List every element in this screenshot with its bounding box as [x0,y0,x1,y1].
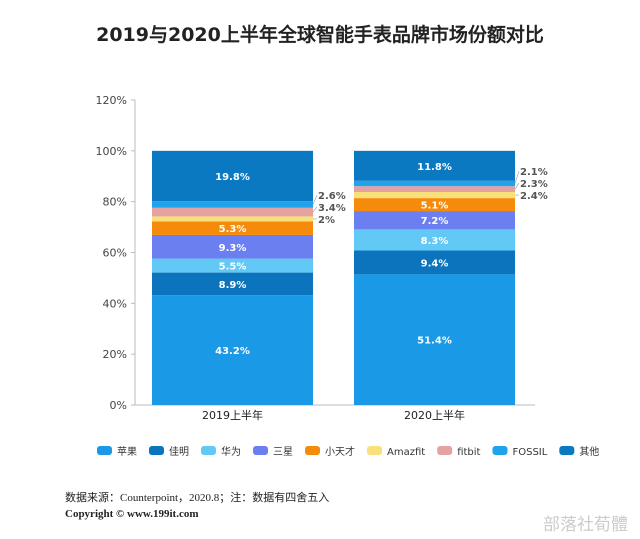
bar-segment [152,221,313,235]
bar-segment [354,274,515,405]
y-tick-label: 40% [103,297,127,310]
legend-label: 苹果 [117,445,137,458]
bar-segment [152,216,313,222]
bar-segment [354,250,515,275]
legend-swatch [201,446,216,455]
label-leader [514,182,520,190]
copyright: Copyright © www.199it.com [65,508,199,520]
bar-segment [354,150,515,181]
source-note: 数据来源：Counterpoint，2020.8；注：数据有四舍五入 [65,492,330,504]
data-label: 2.3% [520,179,548,190]
bar-segment [152,272,313,296]
legend-swatch [305,446,320,455]
legend-swatch [253,446,268,455]
data-label: 5.1% [421,201,449,212]
data-label: 5.3% [219,224,247,235]
chart-title: 2019与2020上半年全球智能手表品牌市场份额对比 [96,24,544,46]
data-label: 9.4% [421,258,449,269]
legend-label: 其他 [579,445,599,458]
data-label: 2% [318,215,335,226]
data-label: 5.5% [219,262,247,273]
legend-swatch [149,446,164,455]
legend-label: 华为 [221,445,241,458]
data-label: 8.9% [219,280,247,291]
legend-swatch [437,446,453,455]
bar-segment [354,192,515,199]
legend-label: 小天才 [325,445,355,458]
legend-label: 佳明 [169,445,189,458]
bar-segment [354,186,515,193]
legend-label: FOSSIL [512,447,547,458]
data-label: 2.6% [318,191,346,202]
y-tick-label: 60% [103,247,127,260]
label-leader [312,194,318,205]
data-label: 7.2% [421,216,449,227]
y-tick-label: 20% [103,348,127,361]
stacked-bar-chart: 0% 20% 40% 60% 80% 100% 120% 43.2% 8.9% 5.5% 9.3% 5… [96,94,600,458]
label-leader [514,170,520,184]
bar-segment [152,201,313,208]
y-tick-label: 0% [110,399,127,412]
data-label: 9.3% [219,243,247,254]
bar-segment [152,234,313,259]
legend-label: Amazfit [387,447,425,458]
legend-label: fitbit [457,447,480,458]
y-tick-label: 120% [96,94,127,107]
legend-swatch [97,446,112,455]
legend-label: 三星 [273,446,293,458]
y-tick-label: 80% [103,196,127,209]
x-tick-label: 2019上半年 [202,408,263,422]
data-label: 43.2% [215,346,250,357]
data-label: 2.4% [520,191,548,202]
label-leader [312,206,318,213]
bar-segment [152,295,313,405]
watermark: 部落社荀體 [543,515,628,535]
data-label: 51.4% [417,336,452,347]
bar-segment [152,207,313,217]
data-label: 3.4% [318,203,346,214]
bar-segment [152,258,313,273]
y-tick-label: 100% [96,145,127,158]
x-tick-label: 2020上半年 [404,408,465,422]
bar-segment [354,211,515,230]
data-label: 11.8% [417,162,452,173]
bar-segment [354,198,515,212]
data-label: 19.8% [215,172,250,183]
bar-segment [354,229,515,251]
legend-swatch [367,446,382,455]
data-label: 8.3% [421,236,449,247]
legend-swatch [492,446,508,455]
bar-segment [152,150,313,202]
legend-swatch [559,446,575,455]
data-label: 2.1% [520,167,548,178]
bar-segment [354,180,515,187]
